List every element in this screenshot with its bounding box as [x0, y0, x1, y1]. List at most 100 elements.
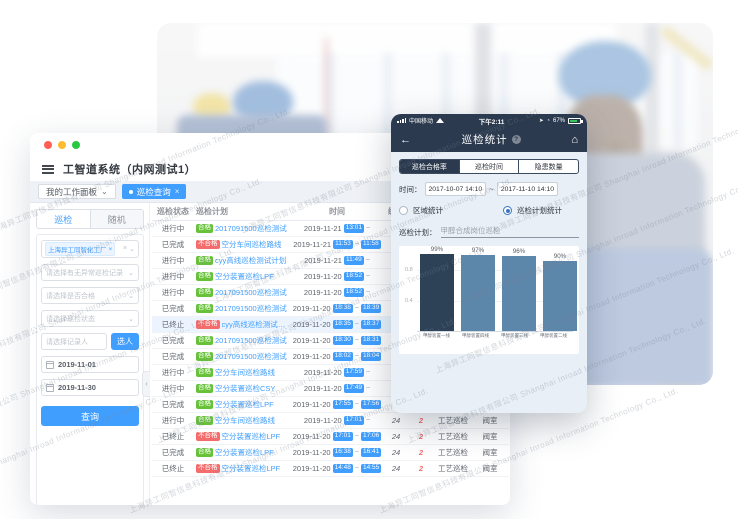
start-time-chip[interactable]: 17:01 [332, 432, 353, 441]
query-button[interactable]: 查询 [41, 406, 139, 426]
start-time-chip[interactable]: 11:53 [333, 240, 353, 249]
chart-bar[interactable]: 96% [502, 248, 536, 331]
tilde-separator: ~ [354, 353, 359, 360]
end-time-chip[interactable]: 18:04 [360, 352, 382, 361]
end-time-chip[interactable]: 11:58 [360, 240, 381, 249]
filter-select-3[interactable]: 请选择巡检状态 ⌄ [41, 310, 139, 327]
table-row[interactable]: 已完成 合格 2017091500巡检测试 2019-11-20 18:02 ~18:04 [152, 349, 509, 365]
tab-inspection[interactable]: 巡检 [37, 210, 90, 228]
chart-bar[interactable]: 97% [461, 247, 495, 331]
end-time-chip[interactable]: 18:37 [360, 320, 382, 329]
start-time-chip[interactable]: 18:30 [332, 336, 353, 345]
table-row[interactable]: 已终止 不合格 空分装置巡检LPF 2019-11-20 17:01 ~17:06 24 2 工… [152, 429, 509, 445]
table-row[interactable]: 进行中 合格 空分装置巡检LPF 2019-11-20 18:52 ~ [152, 269, 509, 285]
end-time-chip[interactable]: 17:06 [360, 432, 382, 441]
chart-bar[interactable]: 90% [543, 253, 577, 331]
plan-link[interactable]: 空分装置巡检LPF [221, 464, 281, 473]
pick-person-button[interactable]: 选人 [111, 333, 139, 350]
table-row[interactable]: 已完成 不合格 空分车间巡检路线 2019-11-21 11:53 ~11:58 [152, 237, 509, 253]
end-time-chip[interactable]: 18:39 [360, 304, 382, 313]
factory-select[interactable]: 上海异工同智化工厂 × × ⌄ [41, 240, 139, 258]
table-row[interactable]: 进行中 合格 空分车间巡检路线 2019-11-20 17:59 ~ [152, 365, 509, 381]
sidebar-collapse-handle[interactable]: ‹ [142, 371, 150, 397]
plan-link[interactable]: 空分装置巡检LPF [215, 400, 274, 409]
segment-option[interactable]: 巡检时间 [458, 160, 519, 173]
tab-inspection-query[interactable]: 巡检查询 × [121, 184, 187, 199]
start-date-input[interactable]: 2019-11-01 [41, 356, 139, 373]
tilde-separator: ~ [366, 369, 371, 376]
plan-link[interactable]: 空分装置巡检CSY [215, 384, 276, 393]
status-cell: 进行中 [161, 256, 185, 265]
table-row[interactable]: 进行中 合格 cyy高线巡检测试计划 2019-11-21 11:49 ~ [152, 253, 509, 269]
close-tab-icon[interactable]: × [174, 187, 180, 196]
plan-link[interactable]: 空分车间巡检路线 [221, 240, 282, 249]
plan-link[interactable]: 空分装置巡检LPF [215, 272, 274, 281]
plan-link[interactable]: 2017091500巡检测试 [215, 288, 287, 297]
remove-tag-icon[interactable]: × [108, 245, 113, 253]
start-time-chip[interactable]: 18:52 [343, 288, 364, 297]
time-to-input[interactable]: 2017-11-10 14:10 [496, 182, 559, 196]
filter-select-1[interactable]: 请选择有无异常巡检记录 ⌄ [41, 264, 139, 281]
plan-link[interactable]: 2017091500巡检测试 [215, 224, 287, 233]
minimize-window-button[interactable] [58, 141, 66, 149]
end-time-chip[interactable]: 16:41 [360, 448, 382, 457]
end-date-input[interactable]: 2019-11-30 [41, 379, 139, 396]
start-time-chip[interactable]: 14:48 [332, 464, 353, 473]
start-time-chip[interactable]: 11:49 [343, 256, 364, 265]
start-time-chip[interactable]: 18:02 [332, 352, 353, 361]
plan-value-field[interactable]: 甲醇合成岗位巡检 [440, 225, 579, 238]
plan-link[interactable]: 空分车间巡检路线 [215, 368, 275, 377]
start-time-chip[interactable]: 17:49 [343, 384, 364, 393]
table-row[interactable]: 进行中 合格 空分车间巡检路线 2019-11-20 17:01 ~24 2 工艺巡检 阀室 [152, 413, 509, 429]
radio-plan-statistics[interactable] [503, 206, 512, 215]
segment-active[interactable]: 巡检合格率 [400, 160, 459, 173]
zoom-window-button[interactable] [72, 141, 80, 149]
start-time-chip[interactable]: 18:38 [332, 304, 353, 313]
radio-area-statistics[interactable] [399, 206, 408, 215]
help-icon[interactable]: ? [511, 135, 521, 144]
start-time-chip[interactable]: 17:01 [343, 416, 364, 425]
end-time-chip[interactable]: 17:56 [360, 400, 382, 409]
date-label: 2019-11-20 [292, 336, 331, 345]
time-cell: 2019-11-20 14:48 ~14:55 [290, 464, 384, 473]
plan-link[interactable]: cyy高线巡检测试计划 [221, 320, 291, 329]
table-row[interactable]: 已完成 合格 2017091500巡检测试 2019-11-20 18:30 ~18:31 [152, 333, 509, 349]
plan-link[interactable]: 空分装置巡检LPF [221, 432, 281, 441]
plan-link[interactable]: 2017091500巡检测试 [215, 304, 287, 313]
tab-random[interactable]: 随机 [89, 210, 143, 228]
start-time-chip[interactable]: 13:01 [343, 224, 364, 233]
plan-link[interactable]: 空分装置巡检LPF [215, 448, 274, 457]
tilde-separator: ~ [354, 321, 359, 328]
start-time-chip[interactable]: 17:59 [343, 368, 364, 377]
chart-bar[interactable]: 99% [420, 246, 454, 331]
home-icon[interactable]: ⌂ [571, 133, 578, 146]
table-row[interactable]: 进行中 合格 2017091500巡检测试 2019-11-21 13:01 ~ [152, 221, 509, 237]
start-time-chip[interactable]: 18:35 [332, 320, 353, 329]
bar-value-label: 99% [430, 246, 444, 253]
start-time-chip[interactable]: 17:55 [332, 400, 353, 409]
plan-link[interactable]: 2017091500巡检测试 [215, 336, 287, 345]
table-row[interactable]: 已终止 不合格 空分装置巡检LPF 2019-11-20 14:48 ~14:55 24 2 工… [152, 461, 509, 477]
start-time-chip[interactable]: 16:38 [332, 448, 353, 457]
segment-option[interactable]: 隐患数量 [518, 160, 578, 173]
table-row[interactable]: 进行中 合格 2017091500巡检测试 2019-11-20 18:52 ~ [152, 285, 509, 301]
close-window-button[interactable] [44, 141, 52, 149]
plan-link[interactable]: cyy高线巡检测试计划 [215, 256, 287, 265]
clear-icon[interactable]: × [123, 245, 128, 252]
table-row[interactable]: 已完成 合格 2017091500巡检测试 2019-11-20 18:38 ~18:39 [152, 301, 509, 317]
status-cell: 已终止 [161, 320, 185, 329]
end-time-chip[interactable]: 14:55 [360, 464, 382, 473]
filter-select-2[interactable]: 请选择是否合格 ⌄ [41, 287, 139, 304]
recorder-placeholder: 请选择记录人 [46, 338, 88, 346]
table-row[interactable]: 已完成 合格 空分装置巡检LPF 2019-11-20 16:38 ~16:41 24 2 工艺… [152, 445, 509, 461]
tab-my-workspace[interactable]: 我的工作面板 ⌄ [38, 184, 116, 199]
back-arrow-icon[interactable]: ← [400, 133, 411, 146]
menu-icon[interactable] [42, 164, 54, 174]
plan-link[interactable]: 2017091500巡检测试 [215, 352, 287, 361]
time-from-input[interactable]: 2017-10-07 14:10 [424, 182, 487, 196]
start-time-chip[interactable]: 18:52 [343, 272, 364, 281]
status-cell: 已完成 [161, 448, 185, 457]
plan-link[interactable]: 空分车间巡检路线 [215, 416, 275, 425]
recorder-input[interactable]: 请选择记录人 [41, 333, 107, 350]
end-time-chip[interactable]: 18:31 [360, 336, 382, 345]
